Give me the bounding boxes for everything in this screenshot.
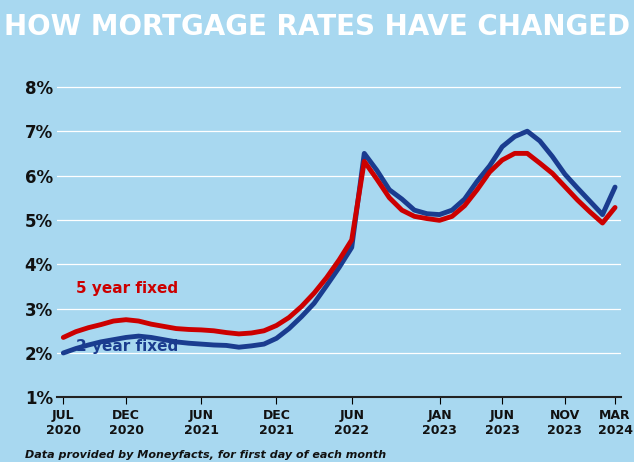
Text: HOW MORTGAGE RATES HAVE CHANGED: HOW MORTGAGE RATES HAVE CHANGED — [4, 12, 630, 41]
Text: 5 year fixed: 5 year fixed — [76, 281, 178, 296]
Text: 2 year fixed: 2 year fixed — [76, 339, 178, 354]
Text: Data provided by Moneyfacts, for first day of each month: Data provided by Moneyfacts, for first d… — [25, 450, 387, 460]
